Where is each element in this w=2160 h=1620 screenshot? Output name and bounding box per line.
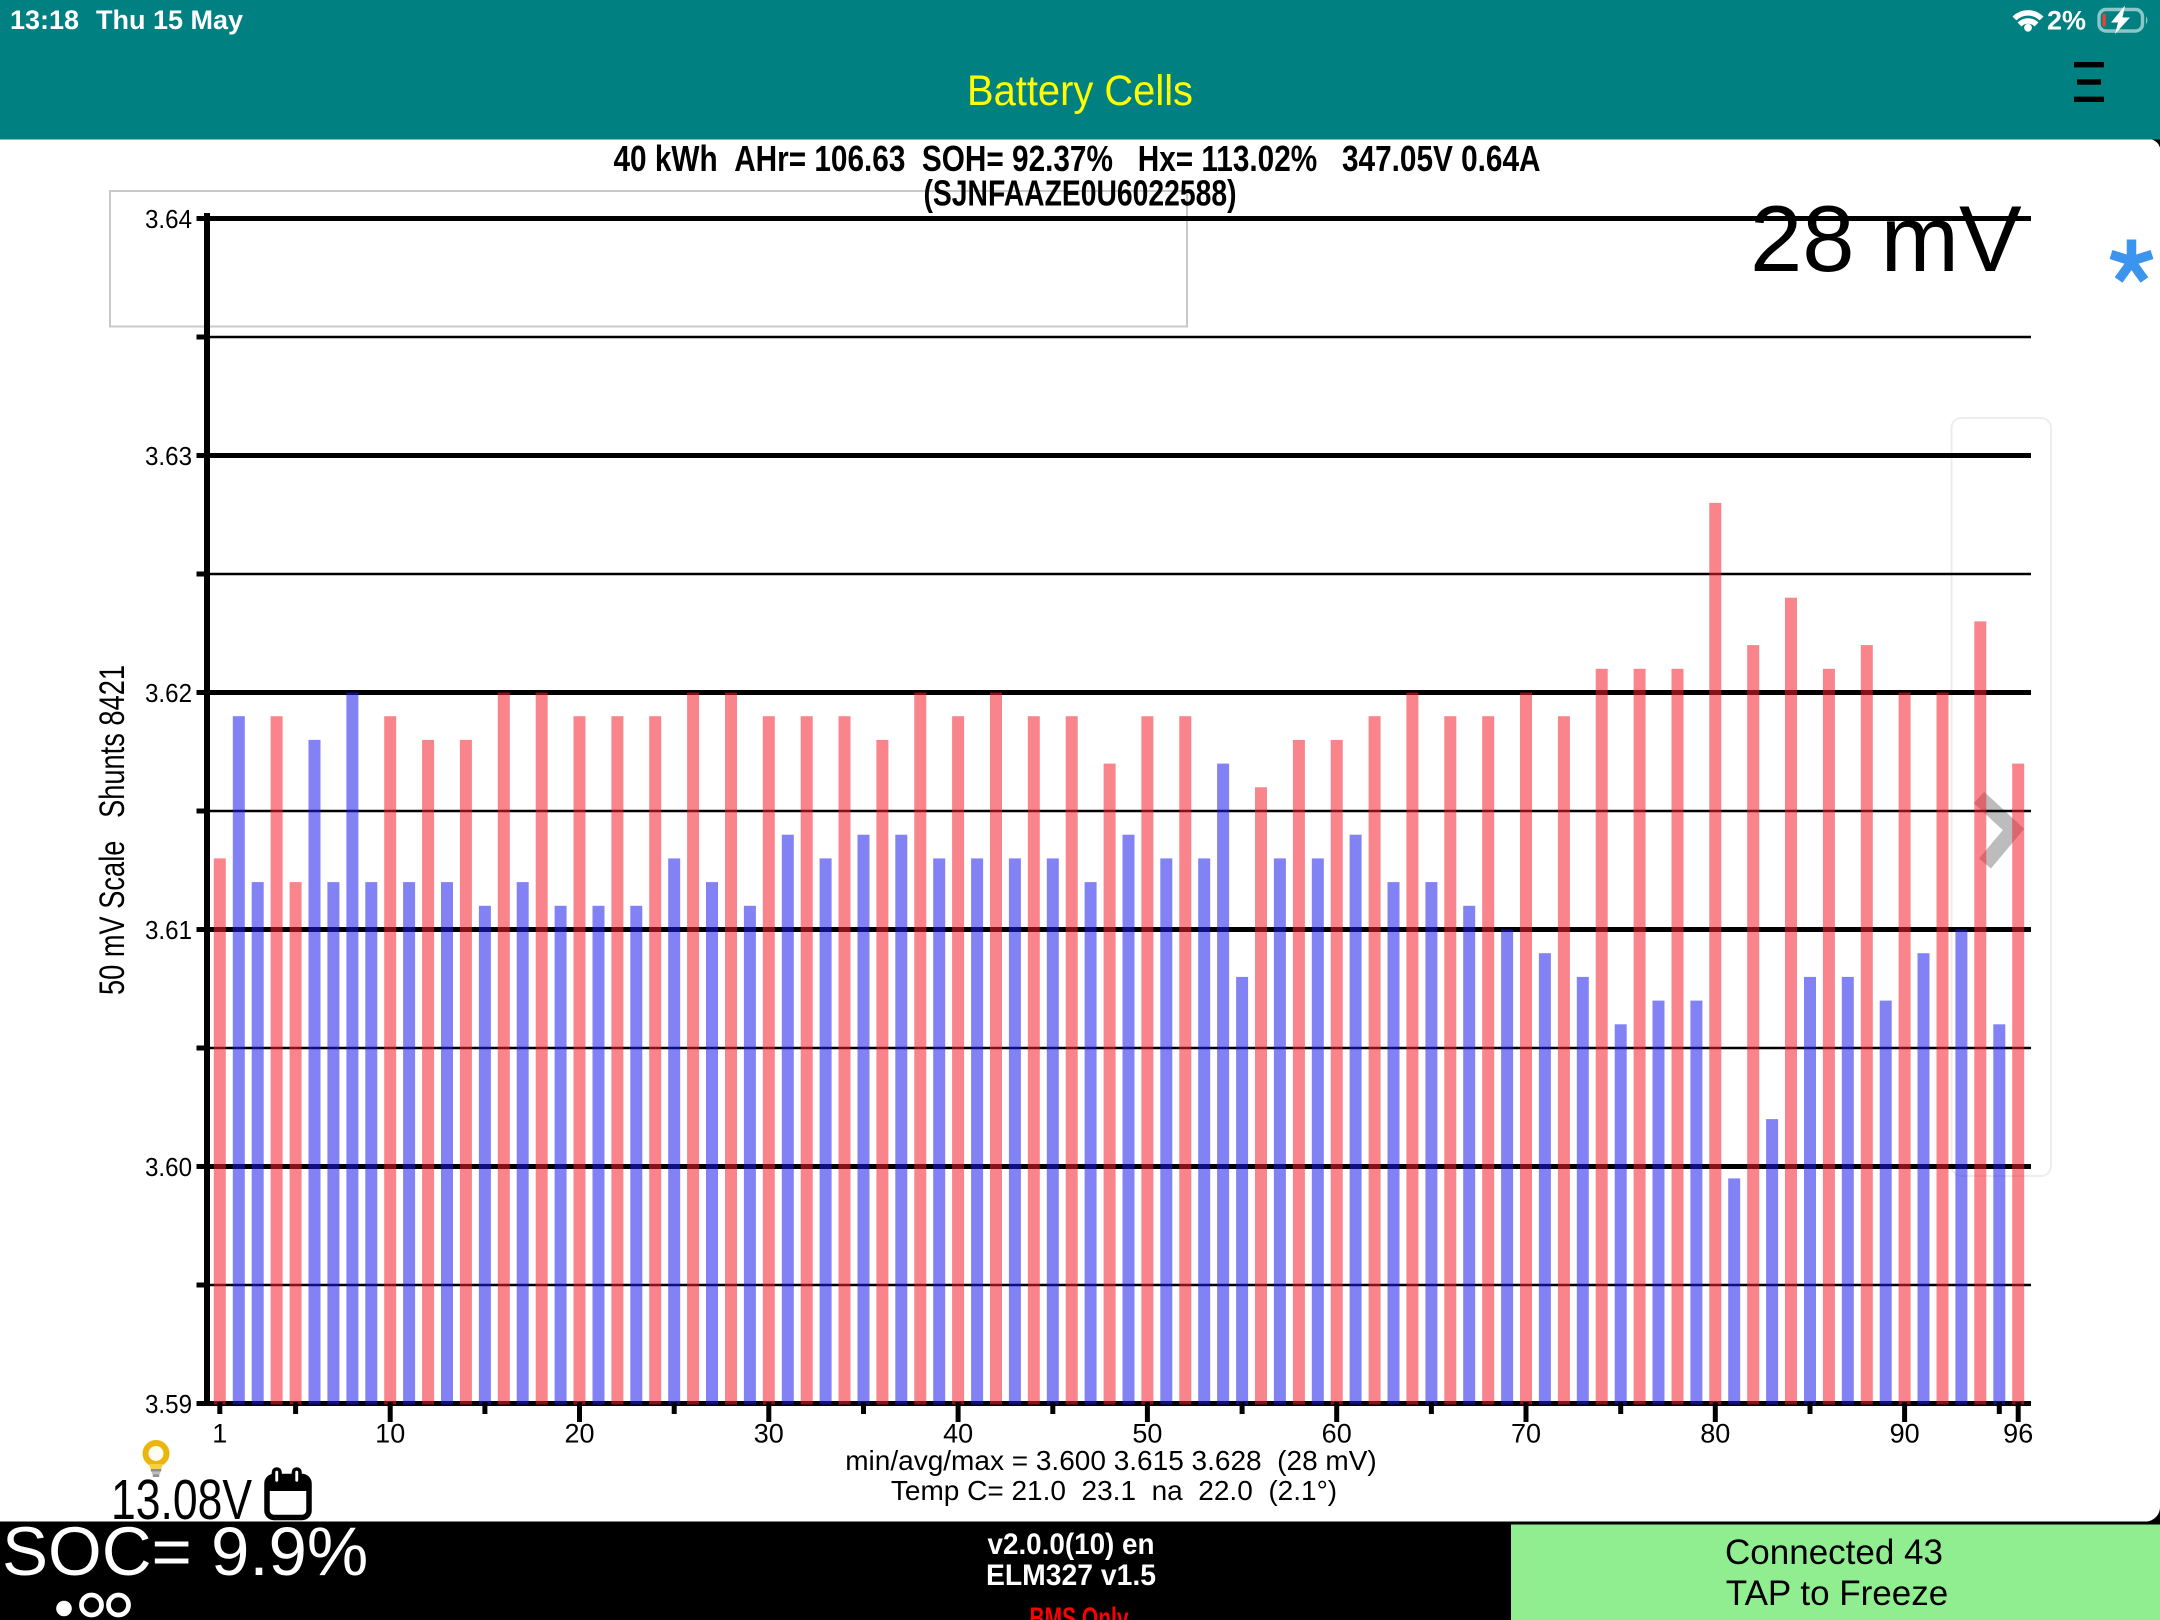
svg-text:50: 50 [1132, 1419, 1162, 1449]
svg-text:v2.0.0(10) en: v2.0.0(10) en [988, 1528, 1155, 1561]
svg-text:90: 90 [1890, 1419, 1920, 1449]
svg-text:1: 1 [212, 1419, 227, 1449]
svg-text:13.08V: 13.08V [111, 1468, 252, 1532]
svg-text:Thu 15 May: Thu 15 May [96, 5, 243, 35]
svg-text:min/avg/max = 3.600 3.615 3.62: min/avg/max = 3.600 3.615 3.628 (28 mV) [845, 1445, 1377, 1476]
svg-text:SOC= 9.9%: SOC= 9.9% [2, 1513, 368, 1590]
svg-text:Connected 43: Connected 43 [1725, 1533, 1943, 1572]
svg-text:3.62: 3.62 [145, 678, 192, 708]
svg-text:10: 10 [375, 1419, 405, 1449]
svg-text:2%: 2% [2047, 6, 2086, 36]
svg-text:28 mV: 28 mV [1750, 186, 2022, 291]
svg-text:70: 70 [1511, 1419, 1541, 1449]
svg-text:TAP to Freeze: TAP to Freeze [1726, 1574, 1948, 1613]
svg-text:ELM327 v1.5: ELM327 v1.5 [986, 1559, 1156, 1592]
svg-text:3.64: 3.64 [145, 204, 192, 234]
svg-text:3.63: 3.63 [145, 441, 192, 471]
svg-text:BMS Only: BMS Only [1030, 1602, 1129, 1620]
svg-text:13:18: 13:18 [10, 5, 79, 35]
svg-text:30: 30 [754, 1419, 784, 1449]
svg-text:50 mV Scale Shunts 8421: 50 mV Scale Shunts 8421 [93, 665, 132, 995]
svg-text:(SJNFAAZE0U6022588): (SJNFAAZE0U6022588) [924, 173, 1237, 214]
svg-text:20: 20 [564, 1419, 594, 1449]
svg-text:Battery Cells: Battery Cells [967, 67, 1193, 115]
svg-text:3.60: 3.60 [145, 1152, 192, 1182]
svg-text:40 kWh AHr= 106.63 SOH= 92.3: 40 kWh AHr= 106.63 SOH= 92.37% Hx= 113.0… [614, 138, 1541, 179]
svg-text:3.61: 3.61 [145, 915, 192, 945]
svg-text:80: 80 [1700, 1419, 1730, 1449]
svg-text:60: 60 [1322, 1419, 1352, 1449]
svg-text:96: 96 [2003, 1419, 2033, 1449]
svg-text:40: 40 [943, 1419, 973, 1449]
svg-text:Temp C= 21.0 23.1 na 22.0: Temp C= 21.0 23.1 na 22.0 (2.1°) [891, 1475, 1337, 1506]
svg-text:3.59: 3.59 [145, 1389, 192, 1419]
